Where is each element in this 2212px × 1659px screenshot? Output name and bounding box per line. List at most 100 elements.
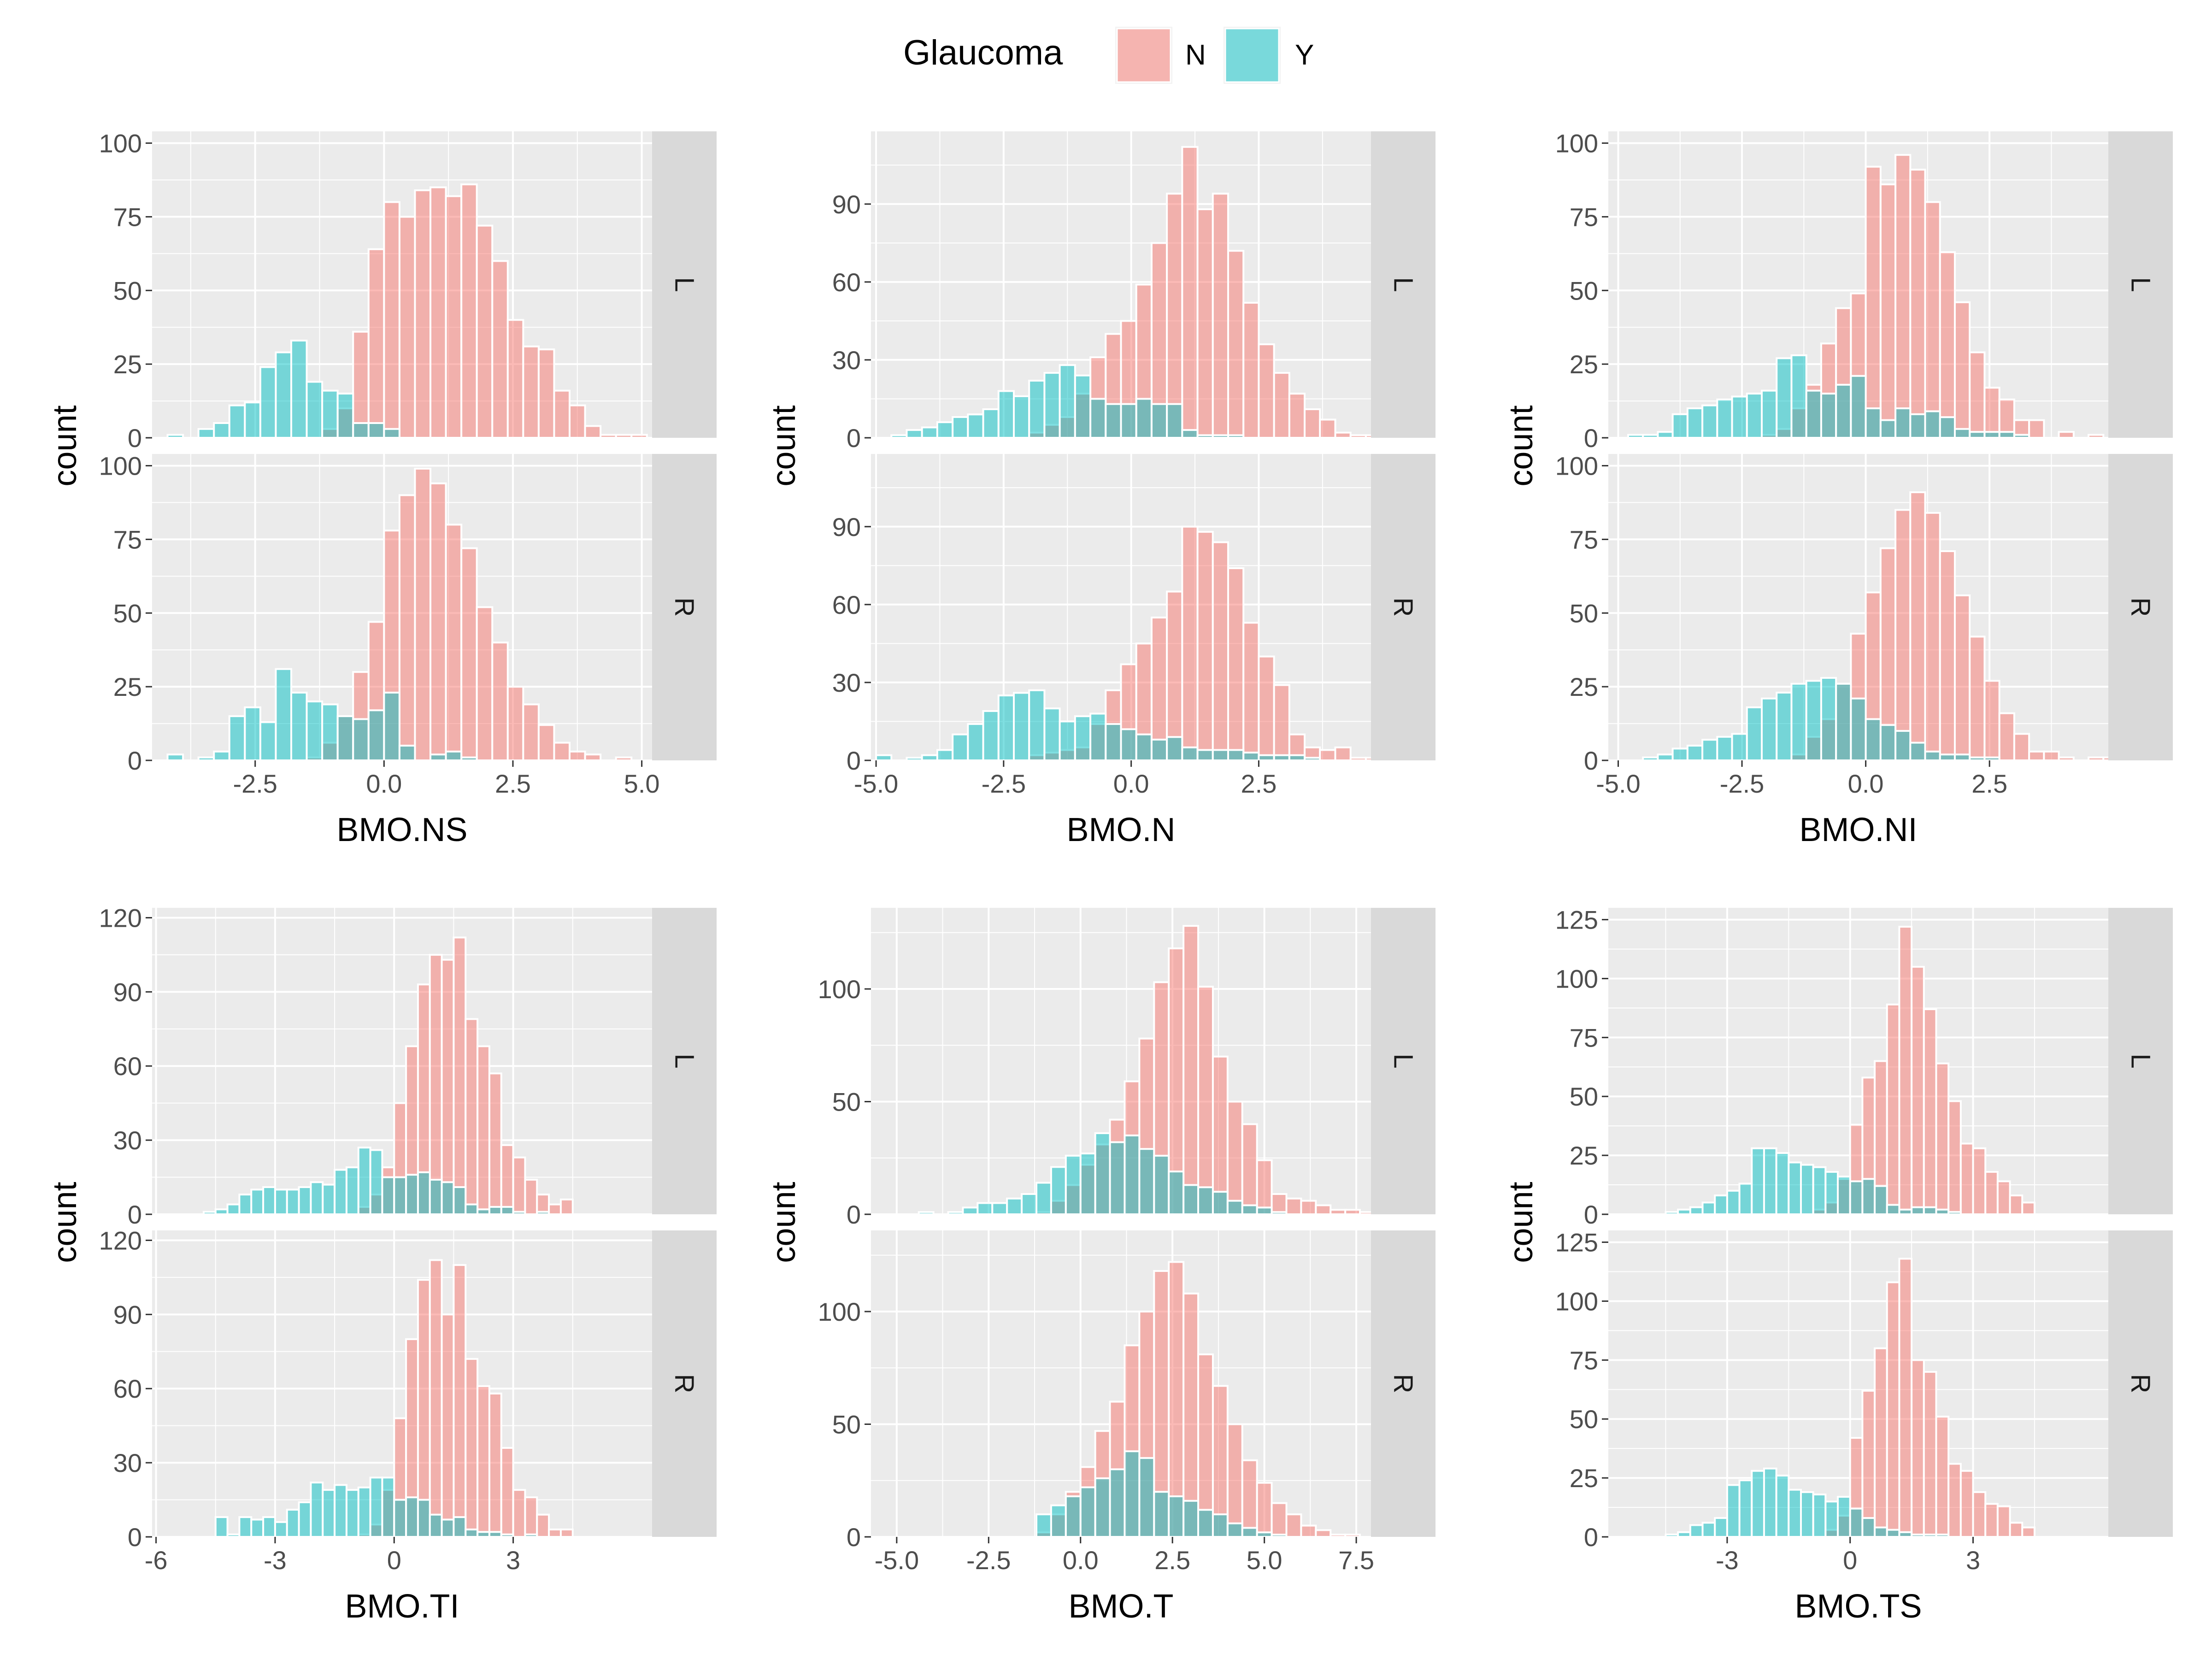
bar-y — [1714, 1194, 1728, 1215]
y-tick-label: 30 — [113, 1448, 142, 1477]
bar-y — [1909, 741, 1926, 762]
bar-n — [1947, 1463, 1962, 1538]
bar-y — [1731, 733, 1748, 761]
x-tick-label: -3 — [264, 1546, 287, 1575]
bar-n — [1227, 250, 1245, 439]
bar-n — [1300, 1200, 1317, 1216]
bar-y — [1197, 1509, 1214, 1538]
bar-n — [477, 1045, 490, 1215]
x-tick-label: 0.0 — [366, 769, 402, 798]
y-tick-label: 0 — [128, 424, 142, 453]
bar-n — [1241, 1459, 1258, 1538]
bar-y — [274, 1521, 288, 1538]
bar-y — [322, 1183, 336, 1216]
bar-n — [2021, 1201, 2036, 1216]
y-tick-label: 0 — [128, 1523, 142, 1552]
bar-y — [1256, 1531, 1273, 1538]
bar-y — [445, 750, 463, 761]
bar-y — [1059, 720, 1076, 761]
legend-swatch-n — [1116, 28, 1171, 83]
bar-n — [2013, 733, 2030, 761]
bar-n — [615, 434, 633, 439]
bar-n — [2028, 750, 2045, 761]
bar-y — [1820, 677, 1837, 762]
bar-y — [250, 1518, 265, 1538]
x-tick-label: 3 — [1966, 1546, 1980, 1575]
bar-n — [1898, 1258, 1913, 1538]
y-tick-label: 0 — [1584, 1200, 1598, 1229]
bar-y — [1686, 745, 1704, 761]
bar-n — [488, 1392, 502, 1538]
bar-y — [1983, 431, 2000, 439]
bar-n — [522, 345, 540, 439]
bar-y — [1241, 1204, 1258, 1215]
bar-n — [1947, 1100, 1962, 1215]
bar-y — [441, 1518, 455, 1538]
x-tick-label: -2.5 — [1720, 769, 1765, 798]
facet-plots: 0 25 50 75 100 L 0 25 50 75 100 R -2.5 0.0 2.5 5.0 BMO.N… — [47, 129, 2173, 1625]
y-tick-label: 120 — [99, 1226, 142, 1255]
bar-n — [1894, 154, 1912, 439]
bar-n — [522, 703, 540, 762]
bar-n — [1196, 531, 1214, 761]
bar-n — [1996, 1180, 2011, 1215]
panel-R: 0 25 50 75 100 R — [1555, 452, 2173, 775]
bar-n — [429, 1259, 443, 1538]
bar-y — [1731, 395, 1748, 439]
bar-n — [1182, 925, 1200, 1215]
y-tick-label: 100 — [1555, 129, 1598, 158]
legend: Glaucoma N Y — [903, 27, 1314, 84]
bar-y — [1196, 434, 1214, 439]
bar-y — [290, 339, 308, 439]
bar-y — [1886, 1529, 1900, 1538]
bar-y — [226, 1203, 241, 1215]
bar-n — [1909, 491, 1926, 761]
y-tick-label: 100 — [818, 1297, 861, 1326]
bar-y — [1865, 407, 1882, 439]
bar-y — [1153, 1154, 1170, 1216]
bar-n — [1924, 201, 1941, 439]
bar-n — [414, 467, 432, 761]
bar-y — [262, 1186, 276, 1215]
bar-y — [1998, 431, 2015, 439]
bar-y — [1226, 1200, 1243, 1216]
bar-y — [1837, 1496, 1851, 1538]
bar-y — [1166, 403, 1183, 439]
bar-y — [1168, 1171, 1185, 1216]
bar-n — [1923, 1371, 1937, 1538]
bar-y — [367, 422, 385, 439]
x-tick-label: 0 — [387, 1546, 401, 1575]
bar-n — [1330, 1209, 1347, 1216]
x-tick-label: -2.5 — [982, 769, 1026, 798]
bar-n — [488, 1072, 502, 1215]
bar-y — [275, 668, 293, 761]
x-tick-label: -2.5 — [966, 1546, 1011, 1575]
bar-n — [465, 1358, 479, 1538]
y-tick-label: 0 — [847, 1523, 861, 1552]
bar-y — [1969, 756, 1986, 761]
bar-y — [321, 703, 339, 762]
bar-y — [1820, 393, 1837, 439]
bar-y — [202, 1211, 217, 1216]
bar-y — [259, 366, 277, 439]
bar-y — [1109, 1468, 1126, 1538]
bar-y — [1212, 434, 1229, 439]
bar-y — [500, 1533, 514, 1538]
bar-n — [553, 389, 571, 439]
facet-strip-label: R — [1388, 598, 1418, 617]
bar-y — [417, 1499, 431, 1538]
bar-y — [290, 691, 308, 762]
bar-n — [2043, 750, 2060, 761]
bar-y — [1790, 682, 1807, 761]
bar-y — [991, 1202, 1008, 1216]
bar-n — [2028, 419, 2045, 439]
bar-y — [1716, 398, 1733, 439]
bar-n — [536, 1513, 550, 1538]
bar-n — [1972, 1147, 1987, 1216]
y-tick-label: 0 — [847, 424, 861, 453]
bar-n — [1935, 1062, 1950, 1216]
bar-n — [1939, 251, 1956, 439]
facet-strip-label: L — [2126, 1053, 2156, 1068]
bar-n — [383, 201, 400, 439]
bar-n — [1166, 193, 1183, 439]
